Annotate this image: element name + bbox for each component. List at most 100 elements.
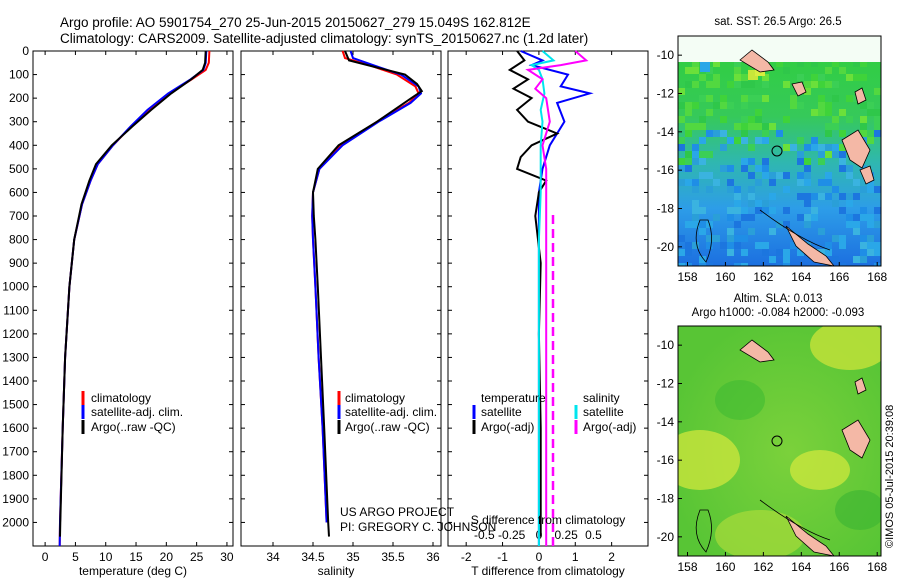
sst-cell xyxy=(734,137,741,144)
island xyxy=(791,81,807,97)
t-difference-x-axis: -2 -1 0 1 2 xyxy=(461,51,615,564)
x-tick-label: 34.5 xyxy=(301,550,325,564)
header-line-2: Climatology: CARS2009. Satellite-adjuste… xyxy=(60,31,588,46)
x-tick-label: 0 xyxy=(42,550,49,564)
sst-cell xyxy=(818,193,825,200)
sst-cell xyxy=(832,235,839,242)
sst-cell xyxy=(685,263,692,266)
sst-cell xyxy=(699,158,706,165)
legend-title-temperature: temperature xyxy=(481,391,546,405)
sst-cell xyxy=(692,242,699,249)
sla-map-x-axis: 158 160 162 164 166 168 xyxy=(677,552,888,574)
sst-cell xyxy=(741,130,748,137)
map-y-tick-label: -12 xyxy=(657,87,675,101)
sst-cell xyxy=(727,207,734,214)
sst-cell xyxy=(755,116,762,123)
sst-cell xyxy=(853,193,860,200)
s-difference-tick-label: 0.5 xyxy=(585,528,602,542)
sst-cell xyxy=(734,81,741,88)
sst-cell xyxy=(818,81,825,88)
sst-cell xyxy=(741,102,748,109)
sst-cell xyxy=(762,74,769,81)
sst-cell xyxy=(783,116,790,123)
sst-cell xyxy=(853,214,860,221)
sst-cell xyxy=(685,102,692,109)
sst-map-frame xyxy=(677,35,882,267)
sst-cell xyxy=(741,158,748,165)
sst-cell xyxy=(832,81,839,88)
depth-tick-label: 1900 xyxy=(2,492,29,506)
sst-cell xyxy=(839,235,846,242)
sst-cell xyxy=(797,193,804,200)
sst-cell xyxy=(874,88,881,95)
island xyxy=(841,419,871,459)
map-y-tick-label: -20 xyxy=(657,530,675,544)
sst-cell xyxy=(741,249,748,256)
sst-cell xyxy=(832,60,839,67)
sst-cell xyxy=(685,123,692,130)
sst-cell xyxy=(874,242,881,249)
sst-cell xyxy=(797,214,804,221)
sst-cell xyxy=(818,228,825,235)
sst-cell xyxy=(720,116,727,123)
sst-cell xyxy=(769,179,776,186)
x-tick-label: 25 xyxy=(190,550,204,564)
sst-cell xyxy=(692,60,699,67)
sst-cell xyxy=(734,60,741,67)
sst-cell xyxy=(762,172,769,179)
sst-cell xyxy=(818,144,825,151)
sst-cell xyxy=(713,179,720,186)
sla-high-patch xyxy=(715,510,805,556)
depth-tick-label: 1600 xyxy=(2,421,29,435)
x-tick-label: 30 xyxy=(220,550,234,564)
sst-cell xyxy=(685,81,692,88)
sst-cell xyxy=(776,249,783,256)
depth-tick-label: 100 xyxy=(9,68,29,82)
x-tick-label: -2 xyxy=(461,550,472,564)
sst-cell xyxy=(839,130,846,137)
sst-cell xyxy=(727,242,734,249)
sst-cell xyxy=(699,95,706,102)
map-x-tick-label: 158 xyxy=(677,560,697,574)
sst-cell xyxy=(825,193,832,200)
sst-cell xyxy=(699,151,706,158)
sst-cell xyxy=(734,221,741,228)
sla-high-patch xyxy=(790,450,850,490)
sst-cell xyxy=(734,67,741,74)
sst-cell xyxy=(734,242,741,249)
x-tick-label: 0 xyxy=(536,550,543,564)
salinity-profiles xyxy=(311,50,424,537)
sst-cell xyxy=(811,214,818,221)
sst-cell xyxy=(741,95,748,102)
map-x-tick-label: 158 xyxy=(677,270,697,284)
map-y-tick-label: -16 xyxy=(657,163,675,177)
sst-cell xyxy=(818,109,825,116)
x-tick-label: 5 xyxy=(72,550,79,564)
sst-cell xyxy=(874,186,881,193)
island xyxy=(739,339,775,363)
sst-cell xyxy=(734,207,741,214)
sst-cell xyxy=(867,242,874,249)
sst-cell xyxy=(797,172,804,179)
sst-cell xyxy=(797,249,804,256)
sst-cell xyxy=(804,144,811,151)
sst-cell xyxy=(741,74,748,81)
sst-cell xyxy=(727,179,734,186)
legend-label-argo: Argo(..raw -QC) xyxy=(345,420,430,434)
sst-cell xyxy=(811,81,818,88)
sst-cell xyxy=(713,214,720,221)
sst-cell xyxy=(720,130,727,137)
difference-panel-frame xyxy=(447,50,649,547)
sst-cell xyxy=(748,200,755,207)
sst-cell xyxy=(713,130,720,137)
sst-cell xyxy=(685,109,692,116)
sst-cell xyxy=(678,116,685,123)
sst-map: 158 160 162 164 166 168 -10 -12 -14 -16 -18 -20 xyxy=(657,35,888,284)
sst-cell xyxy=(706,242,713,249)
sst-cell xyxy=(839,165,846,172)
sst-cell xyxy=(860,207,867,214)
sst-cell xyxy=(741,235,748,242)
depth-tick-label: 1800 xyxy=(2,468,29,482)
bathymetry-contour xyxy=(759,499,831,541)
sst-cell xyxy=(713,60,720,67)
